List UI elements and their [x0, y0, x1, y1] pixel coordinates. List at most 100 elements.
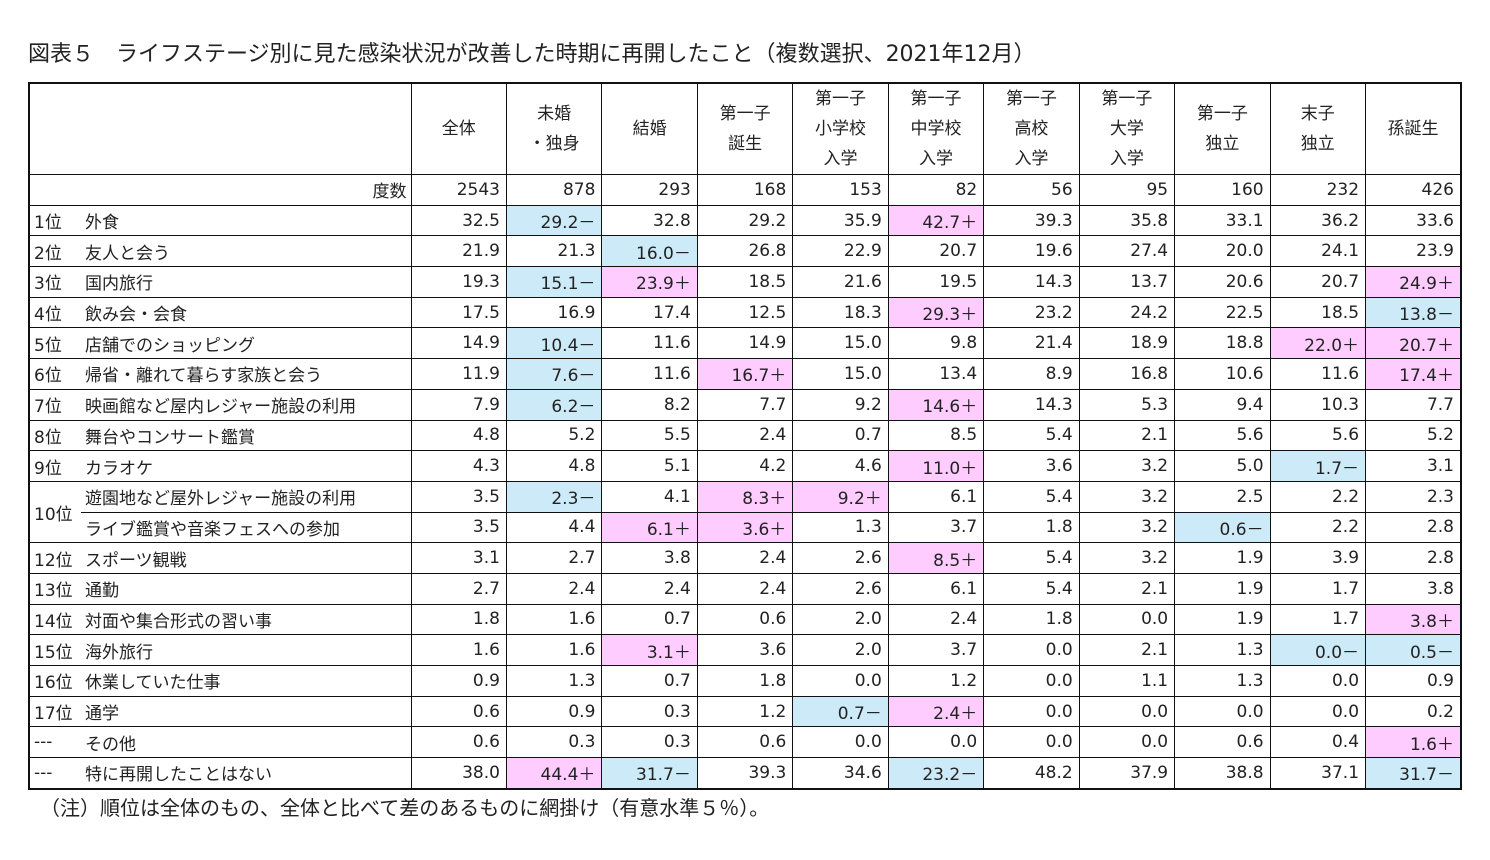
value: 5.4	[983, 419, 1080, 452]
value: 36.2	[1269, 204, 1367, 237]
value: 3.9	[1269, 542, 1367, 574]
value: 22.9	[792, 235, 889, 268]
item: 舞台やコンサート鑑賞	[81, 419, 412, 452]
value: 23.2－	[887, 757, 985, 790]
header-row: 全体 未婚 ・独身 結婚 第一子 誕生 第一子 小学校 入学 第一子 中学校 入学 第一子 高校 入学 第一子…	[28, 82, 1462, 175]
value: 1.9	[1174, 572, 1271, 605]
item: 帰省・離れて暮らす家族と会う	[81, 358, 412, 390]
value: 48.2	[983, 757, 1080, 790]
value: 32.5	[410, 204, 507, 237]
value: 6.1	[887, 480, 985, 513]
value: 16.7＋	[696, 358, 794, 390]
value: 29.2	[696, 204, 794, 237]
count: 95	[1078, 174, 1176, 206]
value: 21.9	[410, 235, 507, 268]
value: 3.2	[1078, 542, 1176, 574]
data-row: 6位 帰省・離れて暮らす家族と会う 11.9 7.6－ 11.6 16.7＋ 15.0 13.…	[28, 358, 1462, 390]
value: 15.1－	[505, 266, 603, 298]
count-row: 度数 2543 878 293 168 153 82 56 95 160 232 426	[28, 174, 1462, 206]
value: 2.1	[1078, 634, 1176, 666]
data-row: 17位 通学 0.6 0.9 0.3 1.2 0.7－ 2.4＋ 0.0 0.0 0.0 0.0 0.2	[28, 695, 1462, 728]
count: 160	[1174, 174, 1271, 206]
value: 0.0－	[1269, 634, 1367, 666]
value: 4.8	[410, 419, 507, 452]
column-header-line: 独立	[1205, 134, 1240, 154]
rank: 8位	[28, 419, 81, 452]
value: 5.0	[1174, 450, 1271, 482]
value: 18.3	[792, 296, 889, 329]
value: 3.8＋	[1365, 603, 1462, 636]
value: 1.8	[983, 603, 1080, 636]
value: 3.2	[1078, 450, 1176, 482]
data-row: 8位 舞台やコンサート鑑賞 4.8 5.2 5.5 2.4 0.7 8.5 5.4 2.1 5.6 5…	[28, 419, 1462, 452]
rank: 1位	[28, 204, 81, 237]
value: 3.1	[410, 542, 507, 574]
value: 3.5	[410, 511, 507, 544]
item: 友人と会う	[81, 235, 412, 268]
value: 2.6	[792, 542, 889, 574]
value: 2.7	[410, 572, 507, 605]
column-header-line: 小学校	[815, 119, 867, 139]
value: 31.7－	[601, 757, 698, 790]
item: その他	[81, 726, 412, 759]
rank: ---	[28, 757, 81, 790]
data-row: 1位 外食 32.5 29.2－ 32.8 29.2 35.9 42.7＋ 39.3 35.8 33…	[28, 204, 1462, 237]
value: 19.3	[410, 266, 507, 298]
value: 24.2	[1078, 296, 1176, 329]
value: 2.4	[696, 542, 794, 574]
value: 26.8	[696, 235, 794, 268]
value: 0.0	[887, 726, 985, 759]
value: 3.6	[983, 450, 1080, 482]
value: 0.3	[505, 726, 603, 759]
column-header-line: 入学	[918, 149, 953, 169]
value: 0.0	[1269, 695, 1367, 728]
value: 11.6	[601, 358, 698, 390]
value: 0.7	[792, 419, 889, 452]
value: 38.8	[1174, 757, 1271, 790]
value: 4.6	[792, 450, 889, 482]
value: 2.4	[505, 572, 603, 605]
value: 0.0	[983, 634, 1080, 666]
value: 7.6－	[505, 358, 603, 390]
item: スポーツ観戦	[81, 542, 412, 574]
value: 11.9	[410, 358, 507, 390]
value: 2.5	[1174, 480, 1271, 513]
column-header-line: 末子	[1300, 104, 1335, 124]
value: 7.7	[1365, 388, 1462, 421]
column-header-line: 第一子	[1101, 89, 1153, 109]
value: 2.4	[887, 603, 985, 636]
data-row: 2位 友人と会う 21.9 21.3 16.0－ 26.8 22.9 20.7 19.6 27.4…	[28, 235, 1462, 268]
value: 32.8	[601, 204, 698, 237]
table-body: 全体 未婚 ・独身 結婚 第一子 誕生 第一子 小学校 入学 第一子 中学校 入学 第一子 高校 入学 第一子…	[28, 82, 1462, 790]
value: 7.9	[410, 388, 507, 421]
value: 1.8	[410, 603, 507, 636]
value: 27.4	[1078, 235, 1176, 268]
value: 23.9＋	[601, 266, 698, 298]
column-header: 全体	[410, 82, 507, 175]
value: 5.2	[505, 419, 603, 452]
item: 休業していた仕事	[81, 665, 412, 697]
value: 2.0	[792, 634, 889, 666]
rank: 12位	[28, 542, 81, 574]
value: 6.1＋	[601, 511, 698, 544]
value: 0.6	[696, 726, 794, 759]
value: 5.6	[1174, 419, 1271, 452]
value: 5.5	[601, 419, 698, 452]
value: 8.5＋	[887, 542, 985, 574]
value: 24.9＋	[1365, 266, 1462, 298]
value: 23.9	[1365, 235, 1462, 268]
value: 8.5	[887, 419, 985, 452]
value: 14.9	[696, 327, 794, 360]
value: 2.1	[1078, 419, 1176, 452]
value: 5.6	[1269, 419, 1367, 452]
value: 0.7	[601, 665, 698, 697]
value: 15.0	[792, 327, 889, 360]
value: 2.4	[601, 572, 698, 605]
column-header-line: 高校	[1014, 119, 1049, 139]
value: 5.1	[601, 450, 698, 482]
item: 国内旅行	[81, 266, 412, 298]
column-header-line: 全体	[441, 119, 476, 139]
value: 4.4	[505, 511, 603, 544]
item: 通学	[81, 695, 412, 728]
value: 42.7＋	[887, 204, 985, 237]
